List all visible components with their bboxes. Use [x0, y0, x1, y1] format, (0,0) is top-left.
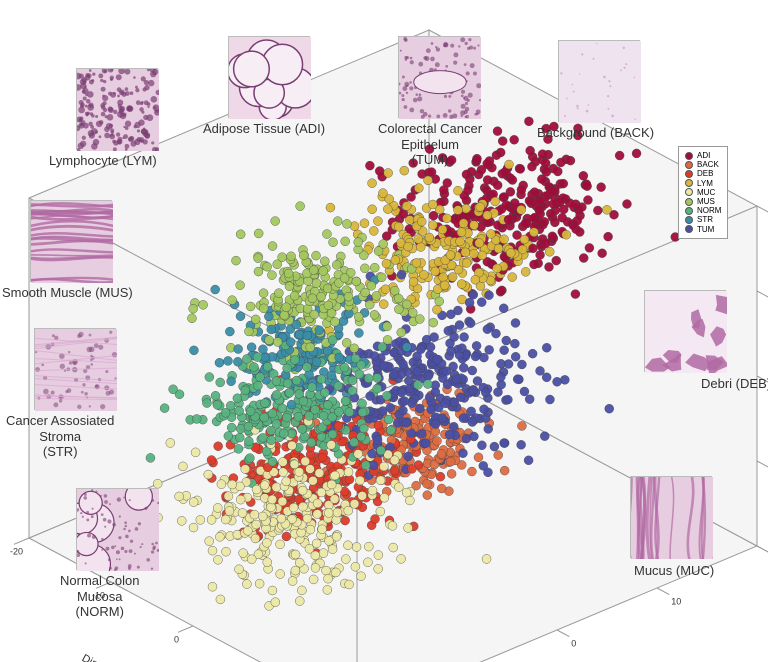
legend-item-muc: MUC — [685, 188, 721, 197]
legend-item-mus: MUS — [685, 197, 721, 206]
legend-label: MUC — [697, 188, 715, 197]
thumbnail-label-tum: Colorectal Cancer Epithelum (TUM) — [378, 121, 482, 168]
legend-item-deb: DEB — [685, 169, 721, 178]
legend-item-back: BACK — [685, 160, 721, 169]
thumbnail-mus — [30, 200, 112, 282]
legend-swatch — [685, 225, 693, 233]
legend-label: BACK — [697, 160, 719, 169]
legend-swatch — [685, 216, 693, 224]
thumbnail-str — [34, 328, 116, 410]
legend-swatch — [685, 170, 693, 178]
legend-swatch — [685, 198, 693, 206]
legend-item-tum: TUM — [685, 225, 721, 234]
legend-label: TUM — [697, 225, 714, 234]
thumbnail-label-str: Cancer Assosiated Stroma (STR) — [6, 413, 114, 460]
thumbnail-label-mus: Smooth Muscle (MUS) — [2, 285, 133, 301]
legend-label: MUS — [697, 197, 715, 206]
thumbnail-norm — [76, 488, 158, 570]
svg-text:0: 0 — [571, 639, 576, 649]
legend-label: DEB — [697, 169, 713, 178]
thumbnail-adi — [228, 36, 310, 118]
figure-root: { "figure": { "type": "scatter3d", "back… — [0, 0, 768, 662]
svg-text:10: 10 — [671, 597, 681, 607]
thumbnail-label-back: Background (BACK) — [537, 125, 654, 141]
thumbnail-tum — [398, 36, 480, 118]
legend-swatch — [685, 188, 693, 196]
svg-text:-20: -20 — [10, 546, 23, 556]
legend-swatch — [685, 179, 693, 187]
thumbnail-label-adi: Adipose Tissue (ADI) — [203, 121, 325, 137]
thumbnail-label-muc: Mucus (MUC) — [634, 563, 714, 579]
thumbnail-back — [558, 40, 640, 122]
thumbnail-label-deb: Debri (DEB) — [701, 376, 768, 392]
thumbnail-muc — [630, 476, 712, 558]
svg-text:0: 0 — [174, 634, 179, 644]
legend-label: ADI — [697, 151, 710, 160]
legend-label: NORM — [697, 206, 721, 215]
legend-label: LYM — [697, 179, 713, 188]
thumbnail-label-lym: Lymphocyte (LYM) — [49, 153, 157, 169]
legend: ADIBACKDEBLYMMUCMUSNORMSTRTUM — [678, 146, 728, 239]
legend-item-lym: LYM — [685, 179, 721, 188]
legend-item-adi: ADI — [685, 151, 721, 160]
thumbnail-deb — [644, 290, 726, 372]
legend-label: STR — [697, 215, 713, 224]
legend-swatch — [685, 161, 693, 169]
legend-item-norm: NORM — [685, 206, 721, 215]
legend-swatch — [685, 207, 693, 215]
legend-item-str: STR — [685, 215, 721, 224]
thumbnail-lym — [76, 68, 158, 150]
thumbnail-label-norm: Normal Colon Mucosa (NORM) — [60, 573, 139, 620]
legend-swatch — [685, 152, 693, 160]
